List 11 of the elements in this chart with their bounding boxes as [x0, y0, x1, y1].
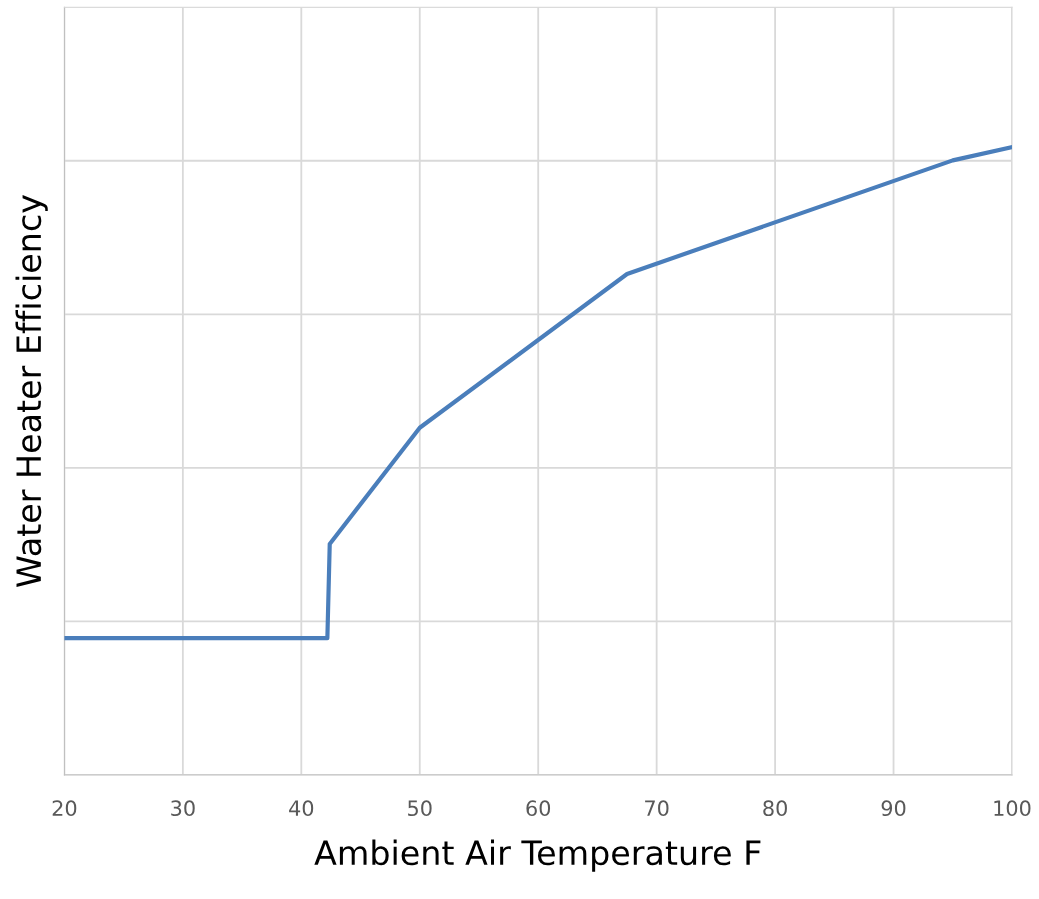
x-tick-label: 100 [994, 800, 1031, 817]
x-axis-title: Ambient Air Temperature F [314, 839, 761, 872]
x-tick-label: 60 [526, 800, 551, 817]
x-tick-label: 40 [289, 800, 314, 817]
x-tick-label: 90 [881, 800, 906, 817]
x-tick-label: 50 [408, 800, 432, 817]
x-tick-label: 70 [645, 800, 669, 817]
y-axis-title: Water Heater Efficiency [15, 195, 48, 587]
x-tick-label: 30 [171, 800, 195, 817]
x-tick-label: 20 [52, 800, 77, 817]
x-tick-label: 80 [763, 800, 787, 817]
